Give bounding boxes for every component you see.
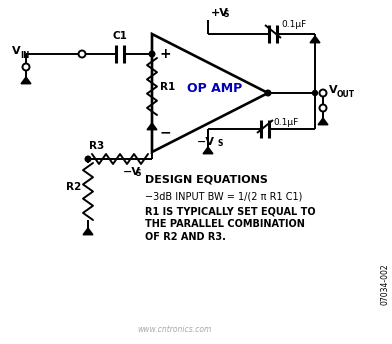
Polygon shape [318,118,328,125]
Circle shape [312,90,318,96]
Circle shape [149,51,155,57]
Text: V: V [329,85,338,95]
Polygon shape [21,77,31,84]
Text: R1 IS TYPICALLY SET EQUAL TO: R1 IS TYPICALLY SET EQUAL TO [145,206,316,216]
Text: 07034-002: 07034-002 [381,263,390,305]
Polygon shape [203,147,213,154]
Text: −3dB INPUT BW = 1/(2 π R1 C1): −3dB INPUT BW = 1/(2 π R1 C1) [145,191,302,201]
Text: −V: −V [197,137,215,147]
Polygon shape [310,36,320,43]
Text: S: S [135,169,140,178]
Text: −V: −V [123,167,141,177]
Text: S: S [218,139,223,148]
Circle shape [85,156,91,162]
Text: THE PARALLEL COMBINATION: THE PARALLEL COMBINATION [145,219,305,229]
Text: 0.1μF: 0.1μF [281,20,306,29]
Circle shape [265,90,271,96]
Text: −: − [159,125,171,139]
Polygon shape [147,123,157,130]
Text: R1: R1 [160,82,175,92]
Text: OF R2 AND R3.: OF R2 AND R3. [145,232,226,242]
Text: www.cntronics.com: www.cntronics.com [138,325,212,334]
Text: 0.1μF: 0.1μF [273,118,298,127]
Text: C1: C1 [113,31,127,41]
Text: OUT: OUT [337,89,355,98]
Text: V: V [12,46,21,56]
Polygon shape [83,228,93,235]
Text: OP AMP: OP AMP [187,82,243,95]
Text: +: + [159,47,171,61]
Text: +V: +V [211,8,229,18]
Text: R3: R3 [89,141,104,151]
Text: R2: R2 [66,182,81,192]
Text: DESIGN EQUATIONS: DESIGN EQUATIONS [145,174,268,184]
Text: IN: IN [20,51,29,60]
Text: S: S [224,10,229,19]
